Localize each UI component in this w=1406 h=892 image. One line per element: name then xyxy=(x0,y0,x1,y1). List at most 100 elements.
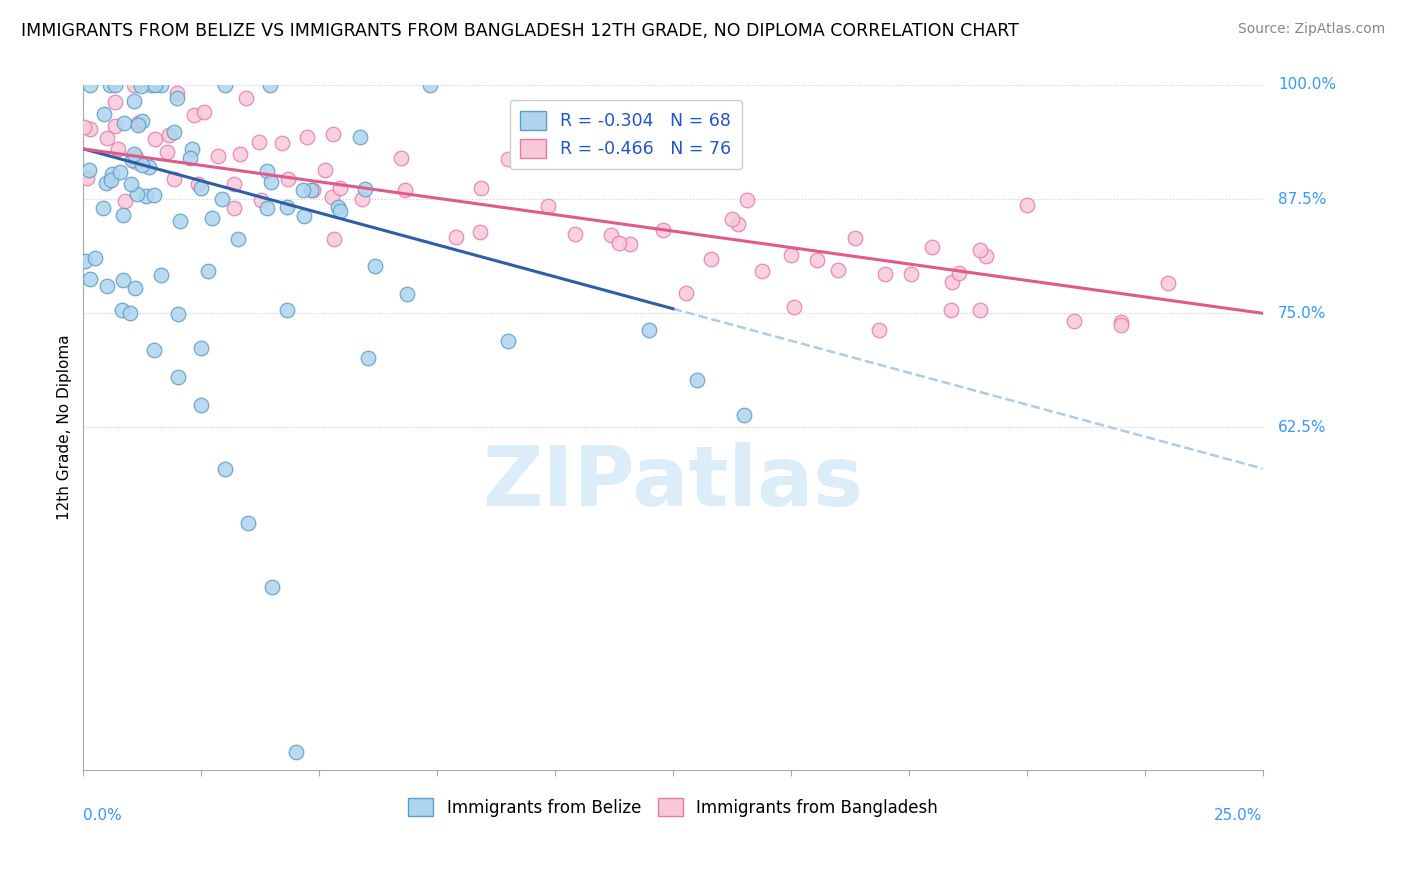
Point xyxy=(143,188,166,202)
Point xyxy=(121,153,143,167)
Point xyxy=(156,145,179,159)
Point xyxy=(238,516,260,531)
Text: IMMIGRANTS FROM BELIZE VS IMMIGRANTS FROM BANGLADESH 12TH GRADE, NO DIPLOMA CORR: IMMIGRANTS FROM BELIZE VS IMMIGRANTS FRO… xyxy=(21,22,1019,40)
Point xyxy=(96,279,118,293)
Point xyxy=(143,343,166,357)
Point xyxy=(100,173,122,187)
Point xyxy=(143,132,166,146)
Point xyxy=(166,90,188,104)
Text: 87.5%: 87.5% xyxy=(1278,192,1326,207)
Text: 100.0%: 100.0% xyxy=(1278,78,1336,93)
Point xyxy=(122,78,145,92)
Point xyxy=(326,200,349,214)
Point xyxy=(394,183,416,197)
Point xyxy=(131,114,153,128)
Point xyxy=(125,154,148,169)
Point xyxy=(638,323,661,337)
Point xyxy=(875,268,897,282)
Point xyxy=(259,78,281,92)
Point xyxy=(868,323,890,337)
Point xyxy=(276,201,298,215)
Point xyxy=(229,147,252,161)
Point xyxy=(969,244,991,258)
Point xyxy=(79,272,101,286)
Point xyxy=(120,178,142,192)
Point xyxy=(201,211,224,225)
Point xyxy=(468,225,491,239)
Point xyxy=(315,162,337,177)
Point xyxy=(104,95,127,110)
Point xyxy=(782,300,804,314)
Point xyxy=(685,373,707,387)
Point xyxy=(166,86,188,100)
Point xyxy=(127,116,149,130)
Point xyxy=(79,78,101,92)
Point xyxy=(396,287,419,301)
Point xyxy=(76,171,98,186)
Point xyxy=(111,208,134,222)
Point xyxy=(652,223,675,237)
Point xyxy=(166,370,188,384)
Point xyxy=(969,302,991,317)
Point xyxy=(111,273,134,287)
Point xyxy=(150,78,173,92)
Point xyxy=(948,266,970,280)
Point xyxy=(1109,315,1132,329)
Point xyxy=(179,151,201,165)
Text: Source: ZipAtlas.com: Source: ZipAtlas.com xyxy=(1237,22,1385,37)
Point xyxy=(125,186,148,201)
Point xyxy=(197,263,219,277)
Text: 25.0%: 25.0% xyxy=(1215,807,1263,822)
Point xyxy=(329,180,352,194)
Point xyxy=(98,78,121,92)
Point xyxy=(939,302,962,317)
Point xyxy=(323,232,346,246)
Point xyxy=(1015,198,1038,212)
Point xyxy=(827,263,849,277)
Point xyxy=(496,152,519,166)
Point xyxy=(277,172,299,186)
Point xyxy=(256,163,278,178)
Point xyxy=(124,281,146,295)
Point xyxy=(77,162,100,177)
Point xyxy=(249,135,271,149)
Point xyxy=(357,351,380,365)
Text: 0.0%: 0.0% xyxy=(83,807,122,822)
Point xyxy=(124,150,146,164)
Point xyxy=(211,192,233,206)
Point xyxy=(779,248,801,262)
Point xyxy=(292,183,315,197)
Point xyxy=(751,264,773,278)
Point xyxy=(419,78,441,92)
Point xyxy=(353,181,375,195)
Point xyxy=(349,129,371,144)
Point xyxy=(600,227,623,242)
Point xyxy=(284,745,307,759)
Text: ZIPatlas: ZIPatlas xyxy=(482,442,863,523)
Point xyxy=(727,217,749,231)
Point xyxy=(214,78,236,92)
Point xyxy=(145,78,167,92)
Point xyxy=(226,232,249,246)
Point xyxy=(321,190,343,204)
Point xyxy=(1157,276,1180,290)
Point xyxy=(124,95,146,109)
Point xyxy=(256,202,278,216)
Point xyxy=(91,202,114,216)
Point xyxy=(517,136,540,151)
Point xyxy=(111,303,134,318)
Point xyxy=(1109,318,1132,332)
Text: 75.0%: 75.0% xyxy=(1278,306,1326,321)
Point xyxy=(733,408,755,422)
Point xyxy=(350,192,373,206)
Point xyxy=(129,78,152,93)
Point xyxy=(389,151,412,165)
Point xyxy=(844,231,866,245)
Point xyxy=(607,235,630,250)
Point xyxy=(235,91,257,105)
Point xyxy=(135,188,157,202)
Point xyxy=(699,252,721,266)
Point xyxy=(187,178,209,192)
Point xyxy=(138,160,160,174)
Point xyxy=(921,240,943,254)
